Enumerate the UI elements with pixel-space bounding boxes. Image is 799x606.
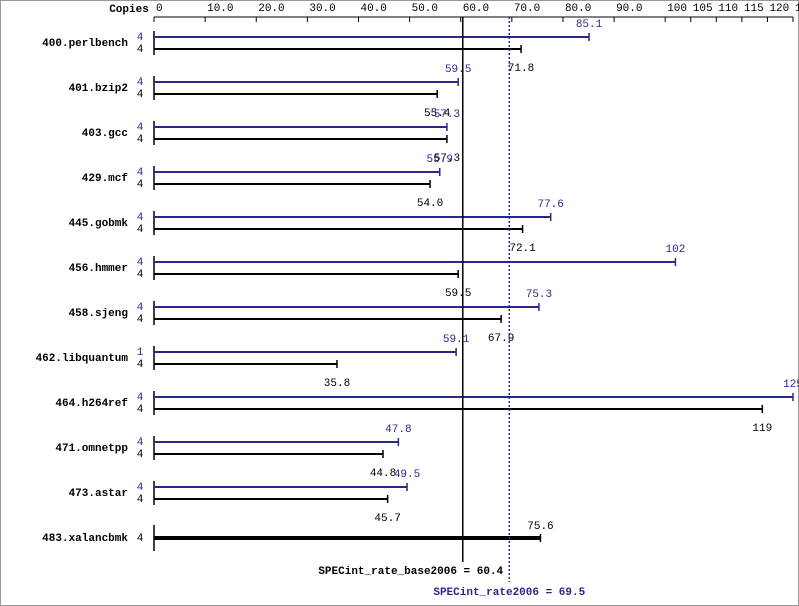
copies-label: 4 bbox=[137, 77, 144, 89]
category-label: 429.mcf bbox=[82, 173, 129, 185]
value-label: 125 bbox=[783, 379, 799, 391]
category-label: 456.hmmer bbox=[69, 263, 128, 275]
value-label: 59.1 bbox=[443, 334, 470, 346]
value-label: 45.7 bbox=[374, 513, 400, 525]
x-tick-label: 60.0 bbox=[463, 3, 489, 15]
category-label: 403.gcc bbox=[82, 128, 128, 140]
copies-label: 4 bbox=[137, 44, 144, 56]
category-label: 401.bzip2 bbox=[69, 83, 128, 95]
category-label: 473.astar bbox=[69, 488, 128, 500]
category-label: 471.omnetpp bbox=[55, 443, 128, 455]
copies-label: 4 bbox=[137, 314, 144, 326]
copies-label: 4 bbox=[137, 179, 144, 191]
value-label: 55.4 bbox=[424, 108, 451, 120]
copies-label: 1 bbox=[137, 347, 144, 359]
value-label: 57.3 bbox=[434, 153, 460, 165]
copies-label: 4 bbox=[137, 89, 144, 101]
category-label: 445.gobmk bbox=[69, 218, 129, 230]
category-label: 462.libquantum bbox=[36, 353, 129, 365]
value-label: 49.5 bbox=[394, 469, 420, 481]
x-tick-label: 70.0 bbox=[514, 3, 540, 15]
value-label: 75.3 bbox=[526, 289, 552, 301]
copies-label: 4 bbox=[137, 224, 144, 236]
x-tick-label: 110 bbox=[718, 3, 738, 15]
category-label: 400.perlbench bbox=[42, 38, 128, 50]
copies-label: 4 bbox=[137, 302, 144, 314]
value-label: 59.5 bbox=[445, 64, 471, 76]
value-label: 54.0 bbox=[417, 198, 443, 210]
x-tick-label: 100 bbox=[667, 3, 687, 15]
value-label: 72.1 bbox=[509, 243, 536, 255]
value-label: 67.9 bbox=[488, 333, 514, 345]
x-tick-label: 30.0 bbox=[309, 3, 335, 15]
copies-label: 4 bbox=[137, 32, 144, 44]
copies-label: 4 bbox=[137, 392, 144, 404]
copies-label: 4 bbox=[137, 212, 144, 224]
copies-label: 4 bbox=[137, 482, 144, 494]
copies-label: 4 bbox=[137, 167, 144, 179]
value-label: 77.6 bbox=[537, 199, 563, 211]
axis-title: Copies bbox=[109, 4, 149, 16]
copies-label: 4 bbox=[137, 134, 144, 146]
value-label: 57.3 bbox=[434, 109, 460, 121]
x-tick-label: 10.0 bbox=[207, 3, 233, 15]
reference-label: SPECint_rate2006 = 69.5 bbox=[433, 587, 585, 599]
value-label: 47.8 bbox=[385, 424, 411, 436]
value-label: 35.8 bbox=[324, 378, 350, 390]
value-label: 102 bbox=[666, 244, 686, 256]
copies-label: 4 bbox=[137, 359, 144, 371]
category-label: 464.h264ref bbox=[55, 398, 128, 410]
value-label: 119 bbox=[752, 423, 772, 435]
reference-label: SPECint_rate_base2006 = 60.4 bbox=[318, 566, 503, 578]
x-tick-label: 50.0 bbox=[412, 3, 438, 15]
x-tick-label: 80.0 bbox=[565, 3, 591, 15]
x-tick-label: 125 bbox=[795, 3, 799, 15]
x-tick-label: 90.0 bbox=[616, 3, 642, 15]
copies-label: 4 bbox=[137, 122, 144, 134]
value-label: 44.8 bbox=[370, 468, 396, 480]
category-label: 483.xalancbmk bbox=[42, 533, 128, 545]
copies-label: 4 bbox=[137, 533, 144, 545]
x-tick-label: 40.0 bbox=[360, 3, 386, 15]
copies-label: 4 bbox=[137, 269, 144, 281]
x-tick-label: 0 bbox=[156, 3, 163, 15]
copies-label: 4 bbox=[137, 494, 144, 506]
value-label: 71.8 bbox=[508, 63, 534, 75]
category-label: 458.sjeng bbox=[69, 308, 128, 320]
copies-label: 4 bbox=[137, 257, 144, 269]
x-tick-label: 120 bbox=[769, 3, 789, 15]
value-label: 55.9 bbox=[427, 154, 453, 166]
x-tick-label: 115 bbox=[744, 3, 764, 15]
value-label: 85.1 bbox=[576, 19, 603, 31]
copies-label: 4 bbox=[137, 404, 144, 416]
copies-label: 4 bbox=[137, 449, 144, 461]
x-tick-label: 105 bbox=[693, 3, 713, 15]
x-tick-label: 20.0 bbox=[258, 3, 284, 15]
value-label: 75.6 bbox=[527, 521, 553, 533]
value-label: 59.5 bbox=[445, 288, 471, 300]
copies-label: 4 bbox=[137, 437, 144, 449]
